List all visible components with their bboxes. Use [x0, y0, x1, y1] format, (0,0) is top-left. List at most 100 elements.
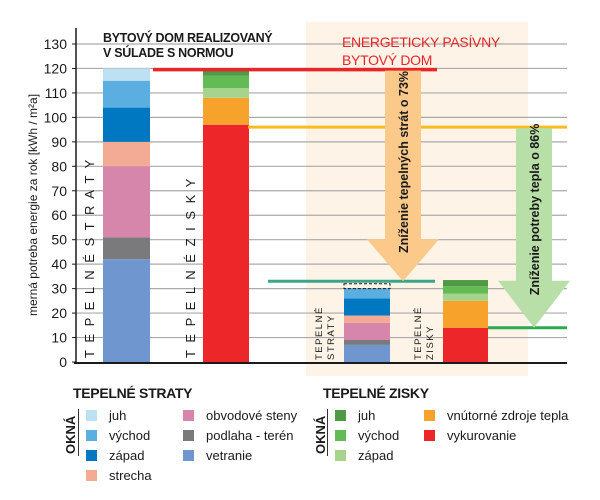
legend-label: západ — [358, 448, 394, 463]
legend-losses-item: strecha — [86, 468, 152, 483]
legend-swatch — [86, 450, 97, 461]
y-tick-label: 90 — [51, 134, 67, 150]
bar-segment-vnútorné-zdroje-tepla — [203, 97, 249, 125]
y-tick-label: 60 — [51, 207, 67, 223]
legend-label: západ — [109, 448, 145, 463]
legend-gains-okna-label: OKNÁ — [313, 415, 328, 454]
y-tick-label: 20 — [51, 305, 67, 321]
bar-segment-vnútorné-zdroje-tepla — [443, 300, 488, 328]
legend-swatch — [335, 430, 346, 441]
bar-segment-okná-západ — [344, 298, 390, 316]
bar-segment-podlaha---terén — [103, 237, 150, 260]
bar-segment-okná-západ — [103, 107, 150, 142]
y-tick-label: 50 — [51, 232, 67, 248]
group-title-line: V SÚLADE S NORMOU — [103, 45, 234, 60]
legend-label: vetranie — [206, 448, 253, 463]
bar-segment-okná-juh — [203, 68, 249, 76]
legend-swatch — [86, 470, 97, 481]
y-tick-label: 40 — [51, 256, 67, 272]
bar-segment-vykurovanie — [203, 124, 249, 362]
legend-label: východ — [358, 428, 400, 443]
bar-segment-okná-východ — [344, 288, 390, 299]
bar-label-vertical-small: STRATY — [326, 314, 337, 360]
bar-segment-okná-západ — [443, 293, 488, 301]
legend-gains-item: juh — [335, 408, 375, 423]
bar-segment-okná-východ — [203, 75, 249, 89]
legend-gains-item: vykurovanie — [424, 428, 516, 443]
legend-swatch — [424, 410, 435, 421]
legend-swatch — [335, 450, 346, 461]
legend-gains-item: západ — [335, 448, 393, 463]
reduction-arrows: Zníženie tepelných strát o 73% Zníženie p… — [367, 70, 570, 328]
bar-segment-okná-juh — [343, 283, 391, 290]
legend-label: strecha — [109, 468, 152, 483]
group-title-line: BYTOVÝ DOM REALIZOVANÝ — [103, 30, 273, 45]
legend-losses-item: podlaha - terén — [183, 428, 293, 443]
legend-losses-item: juh — [86, 408, 126, 423]
legend-swatch — [183, 450, 194, 461]
arrow-label: Zníženie tepelných strát o 73% — [397, 71, 411, 253]
arrow-loss-reduction — [367, 70, 439, 282]
legend-label: vykurovanie — [447, 428, 517, 443]
bar-segment-okná-juh — [103, 68, 150, 81]
legend-swatch — [335, 410, 346, 421]
bar-label-vertical-small: TEPELNÉ — [314, 306, 325, 360]
bar-segment-vetranie — [103, 259, 150, 362]
y-tick-label: 130 — [44, 36, 68, 52]
legend-losses-item: vetranie — [183, 448, 252, 463]
y-tick-labels: 0 10 20 30 40 50 60 70 80 90 100 110 120 130 — [44, 36, 68, 370]
legend-gains-item: východ — [335, 428, 399, 443]
bar-segment-okná-západ — [203, 88, 249, 98]
legend-losses-item: východ — [86, 428, 150, 443]
y-tick-label: 100 — [44, 109, 68, 125]
legend-gains-okna-bracket — [327, 409, 328, 456]
legend-gains-title: TEPELNÉ ZISKY — [323, 385, 429, 401]
y-tick-label: 110 — [45, 85, 68, 101]
arrow-heat-reduction — [498, 128, 570, 328]
group-title-line: ENERGETICKY PASÍVNY — [342, 34, 501, 50]
legend-swatch — [86, 410, 97, 421]
legend-label: podlaha - terén — [206, 428, 294, 443]
bars — [103, 68, 488, 362]
legend-swatch — [86, 430, 97, 441]
y-tick-label: 30 — [51, 281, 67, 297]
y-tick-label: 70 — [51, 183, 67, 199]
y-tick-label: 120 — [44, 60, 68, 76]
bar-segment-okná-východ — [443, 286, 488, 294]
bar-segment-vetranie — [344, 344, 390, 362]
legend-swatch — [183, 430, 194, 441]
y-axis-label: merná potreba energie za rok [kWh / m²a] — [26, 94, 40, 316]
legend-label: juh — [109, 408, 127, 423]
bar-segment-obvodové-steny — [103, 166, 150, 238]
bar-label-vertical-small: TEPELNÉ — [413, 306, 424, 360]
legend-gains-item: vnútorné zdroje tepla — [424, 408, 568, 423]
legend-label: východ — [109, 428, 151, 443]
legend-losses-item: západ — [86, 448, 144, 463]
legend-losses-okna-label: OKNÁ — [63, 415, 78, 454]
arrow-label: Zníženie potreby tepla o 86% — [528, 124, 542, 296]
group-title-line: BYTOVÝ DOM — [342, 52, 432, 68]
bar-segment-strecha — [344, 315, 390, 323]
bar-segment-obvodové-steny — [344, 322, 390, 340]
legend-label: vnútorné zdroje tepla — [447, 408, 569, 423]
bar-segment-vykurovanie — [443, 327, 488, 362]
legend-losses-title: TEPELNÉ STRATY — [73, 385, 193, 401]
bar-label-vertical-small: ZISKY — [425, 325, 436, 360]
bar-segment-okná-juh — [443, 280, 488, 287]
y-tick-label: 10 — [51, 330, 67, 346]
bar-segment-podlaha---terén — [344, 339, 390, 345]
bar-label-vertical: T E P E L N É S T R A T Y — [82, 158, 97, 358]
legend-label: obvodové steny — [206, 408, 298, 423]
legend-losses-item: obvodové steny — [183, 408, 297, 423]
bar-label-vertical: T E P E L N É Z I S K Y — [183, 177, 198, 358]
legend-swatch — [183, 410, 194, 421]
legend-swatch — [424, 430, 435, 441]
bar-segment-okná-východ — [103, 80, 150, 108]
y-tick-label: 0 — [59, 354, 67, 370]
legend-losses-okna-bracket — [78, 409, 79, 456]
legend-label: juh — [358, 408, 376, 423]
bar-segment-strecha — [103, 141, 150, 167]
